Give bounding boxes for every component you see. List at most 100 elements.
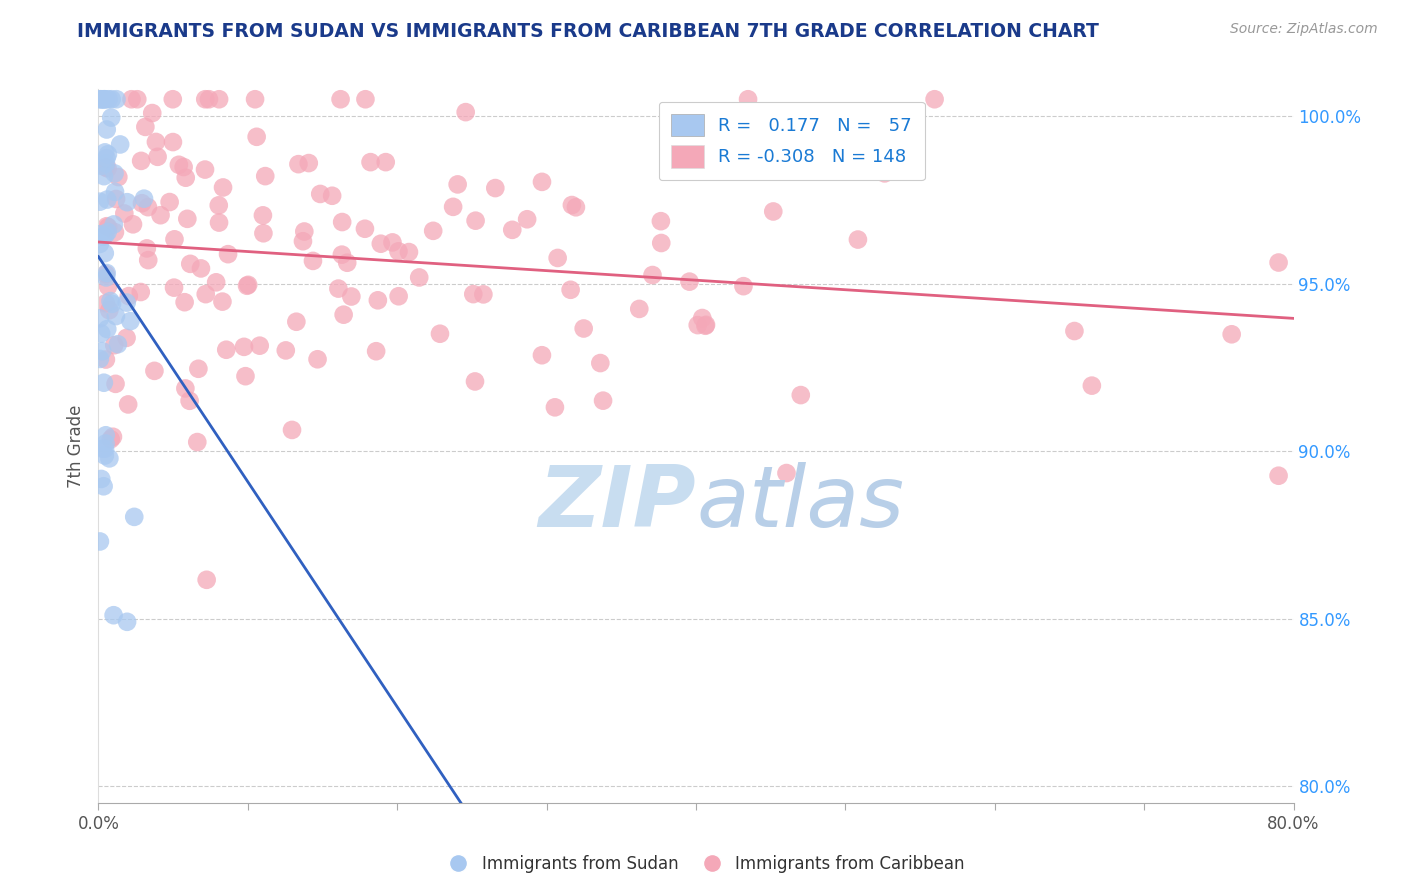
Point (565, 200, 588, 214)
Point (146, 150, 169, 164)
Point (115, 331, 138, 345)
Point (100, 111, 122, 125)
Point (145, 135, 167, 149)
Point (292, 225, 315, 239)
Point (122, 217, 145, 231)
Point (97, 92, 120, 106)
Point (1267, 255, 1289, 269)
Point (309, 186, 332, 201)
Point (115, 195, 138, 210)
Point (103, 608, 125, 623)
Point (544, 401, 567, 415)
Point (127, 92, 149, 106)
Point (131, 196, 153, 211)
Point (561, 198, 583, 212)
Point (307, 352, 329, 367)
Point (179, 257, 201, 271)
Point (194, 287, 217, 301)
Point (589, 356, 612, 370)
Point (641, 268, 664, 282)
Point (243, 92, 266, 106)
Point (336, 256, 359, 270)
Point (1267, 468, 1289, 483)
Point (90, 326, 112, 341)
Point (94, 161, 117, 175)
Point (115, 295, 138, 310)
Point (441, 200, 464, 214)
Point (233, 340, 256, 354)
Point (91, 442, 114, 456)
Point (93, 479, 115, 493)
Point (94, 352, 117, 367)
Point (105, 192, 128, 206)
Point (104, 225, 127, 239)
Point (107, 169, 129, 184)
Point (329, 92, 352, 106)
Point (446, 178, 468, 192)
Point (100, 294, 122, 309)
Point (194, 92, 217, 106)
Point (374, 155, 396, 169)
Point (463, 287, 485, 301)
Point (381, 235, 404, 250)
Point (686, 318, 709, 332)
Text: ZIP: ZIP (538, 461, 696, 545)
Point (678, 275, 700, 289)
Point (302, 253, 325, 268)
Point (104, 376, 127, 391)
Point (101, 430, 124, 444)
Point (695, 318, 717, 333)
Point (370, 236, 392, 251)
Point (94, 156, 117, 170)
Point (249, 339, 271, 353)
Point (208, 216, 231, 230)
Point (98, 303, 121, 318)
Point (103, 166, 125, 180)
Point (100, 432, 122, 446)
Point (775, 466, 797, 480)
Point (762, 204, 785, 219)
Point (97, 225, 120, 239)
Point (298, 156, 321, 170)
Point (464, 375, 486, 389)
Point (398, 245, 420, 260)
Point (422, 224, 444, 238)
Point (285, 315, 308, 329)
Point (650, 235, 672, 250)
Point (89, 351, 111, 366)
Point (112, 206, 135, 220)
Point (873, 166, 896, 180)
Point (132, 192, 155, 206)
Point (104, 185, 127, 199)
Point (167, 158, 190, 172)
Point (733, 279, 755, 293)
Point (107, 337, 129, 351)
Point (115, 615, 138, 629)
Point (198, 92, 221, 106)
Point (89, 227, 111, 242)
Point (360, 155, 382, 169)
Point (173, 295, 195, 310)
Point (94, 428, 117, 442)
Point (90, 92, 112, 106)
Point (328, 282, 350, 296)
Point (186, 435, 208, 450)
Point (212, 180, 235, 194)
Point (176, 211, 198, 226)
Point (1081, 378, 1104, 392)
Point (100, 92, 122, 106)
Point (89, 534, 111, 549)
Point (94, 228, 117, 243)
Point (91, 344, 114, 359)
Point (650, 214, 672, 228)
Point (96, 193, 118, 207)
Point (162, 92, 184, 106)
Point (149, 208, 172, 222)
Point (354, 221, 377, 235)
Point (94, 267, 117, 281)
Point (454, 105, 477, 120)
Point (287, 157, 309, 171)
Point (190, 261, 212, 276)
Point (93, 376, 115, 390)
Point (388, 289, 411, 303)
